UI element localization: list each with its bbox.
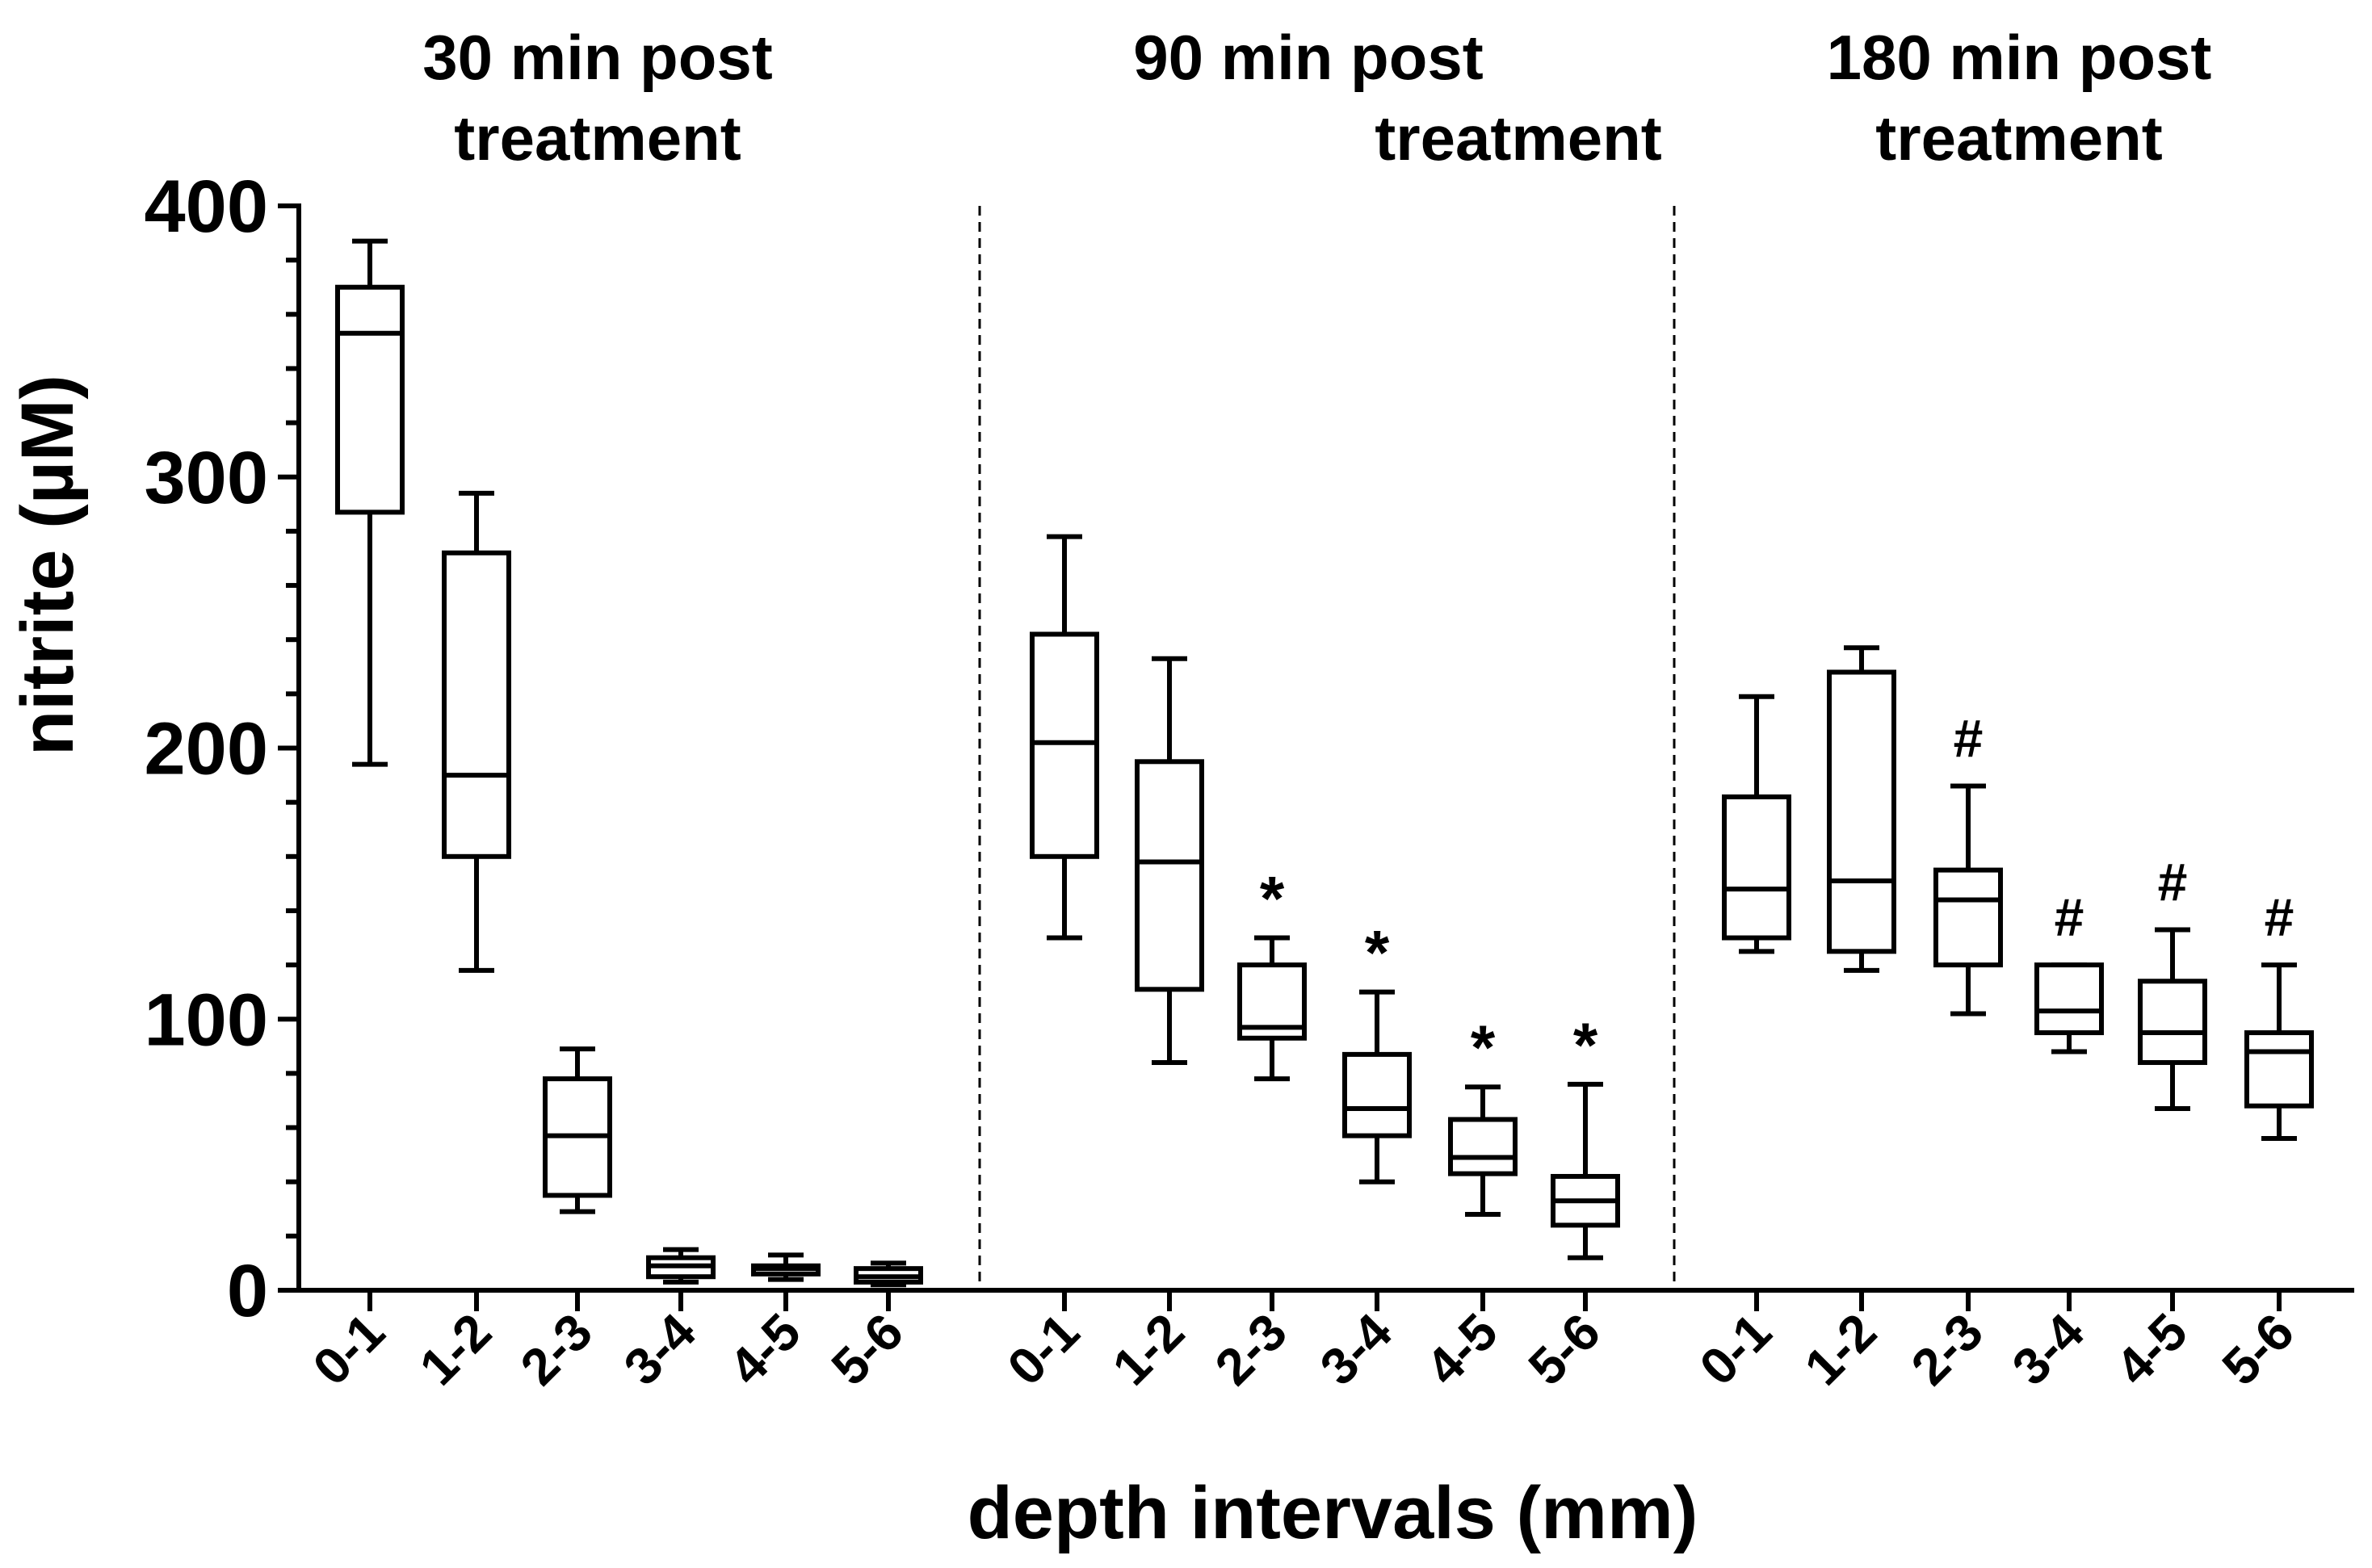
box-2-5-6: # <box>2244 887 2314 1141</box>
box-iqr <box>1722 794 1791 941</box>
box-1-5-6: * <box>1551 1009 1620 1260</box>
box-2-0-1 <box>1722 694 1791 954</box>
y-tick-label: 300 <box>145 437 269 519</box>
box-iqr <box>1933 867 2003 968</box>
x-tick-labels: 0-1 1-2 2-3 3-4 4-5 5-6 0-1 1-2 2-3 3-4 4-5 5-6 0-1 1… <box>302 1302 2305 1397</box>
x-tick-label: 1-2 <box>1794 1302 1887 1396</box>
box-iqr <box>2138 979 2207 1065</box>
significance-marker: # <box>2158 852 2188 912</box>
x-tick-label: 3-4 <box>613 1302 707 1397</box>
x-tick-label: 1-2 <box>409 1302 502 1396</box>
significance-marker: # <box>2055 887 2084 947</box>
y-axis: 0 100 200 300 400 <box>145 166 301 1332</box>
x-tick-label: 2-3 <box>510 1302 603 1396</box>
y-tick-label: 100 <box>145 979 269 1061</box>
panel-title: 30 min post <box>422 22 772 93</box>
box-iqr <box>1135 759 1204 992</box>
panel-title: 90 min post <box>1133 22 1483 93</box>
box-0-2-3 <box>543 1046 612 1214</box>
x-tick-label: 5-6 <box>2211 1302 2305 1396</box>
box-0-4-5 <box>751 1252 821 1282</box>
x-tick-label: 5-6 <box>1518 1302 1611 1396</box>
box-1-3-4: * <box>1342 917 1412 1184</box>
x-axis-title: depth intervals (mm) <box>968 1472 1698 1554</box>
y-tick-label: 400 <box>145 166 269 248</box>
box-iqr <box>442 550 511 859</box>
y-tick-label: 0 <box>227 1250 268 1332</box>
x-tick-label: 5-6 <box>821 1302 914 1396</box>
box-0-1-2 <box>442 490 511 973</box>
panel-subtitle: treatment <box>1875 103 2162 174</box>
box-2-4-5: # <box>2138 852 2207 1112</box>
box-iqr <box>2034 962 2104 1036</box>
box-iqr <box>1827 669 1896 954</box>
boxes: * * * * # # # # <box>335 238 2314 1288</box>
x-tick-label: 4-5 <box>718 1302 812 1396</box>
x-tick-label: 4-5 <box>1415 1302 1509 1396</box>
x-tick-label: 4-5 <box>2105 1302 2198 1396</box>
significance-marker: # <box>1954 709 1984 769</box>
box-1-1-2 <box>1135 656 1204 1065</box>
significance-marker: * <box>1573 1009 1598 1080</box>
x-tick-label: 0-1 <box>302 1302 396 1396</box>
box-0-5-6 <box>854 1260 923 1288</box>
box-iqr <box>2244 1030 2314 1109</box>
box-iqr <box>1342 1051 1412 1138</box>
x-tick-label: 1-2 <box>1102 1302 1195 1396</box>
x-tick-label: 0-1 <box>1689 1302 1782 1396</box>
box-iqr <box>1030 631 1099 859</box>
box-2-1-2 <box>1827 645 1896 973</box>
significance-marker: * <box>1260 863 1285 934</box>
significance-marker: * <box>1365 917 1390 988</box>
box-1-2-3: * <box>1237 863 1307 1082</box>
panel-subtitle: treatment <box>454 103 741 174</box>
panel-title: 180 min post <box>1827 22 2212 93</box>
y-axis-title: nitrite (µM) <box>6 375 89 756</box>
box-1-4-5: * <box>1448 1012 1518 1217</box>
x-axis <box>296 1288 2354 1311</box>
panel-subtitle: treatment <box>1375 103 1661 174</box>
box-0-0-1 <box>335 238 405 767</box>
x-tick-label: 3-4 <box>2001 1302 2096 1397</box>
panel-titles: 30 min post treatment 90 min post treatment… <box>422 22 2211 174</box>
y-tick-label: 200 <box>145 708 269 790</box>
box-1-0-1 <box>1030 534 1099 941</box>
box-iqr <box>1448 1117 1518 1176</box>
significance-marker: * <box>1471 1012 1496 1083</box>
x-tick-label: 3-4 <box>1309 1302 1404 1397</box>
panel-dividers <box>978 206 1676 1290</box>
box-iqr <box>335 284 405 515</box>
x-tick-label: 0-1 <box>997 1302 1090 1396</box>
box-2-2-3: # <box>1933 709 2003 1017</box>
x-tick-label: 2-3 <box>1204 1302 1298 1396</box>
significance-marker: # <box>2265 887 2294 947</box>
box-2-3-4: # <box>2034 887 2104 1054</box>
x-tick-label: 2-3 <box>1900 1302 1994 1396</box>
box-0-3-4 <box>646 1247 716 1285</box>
